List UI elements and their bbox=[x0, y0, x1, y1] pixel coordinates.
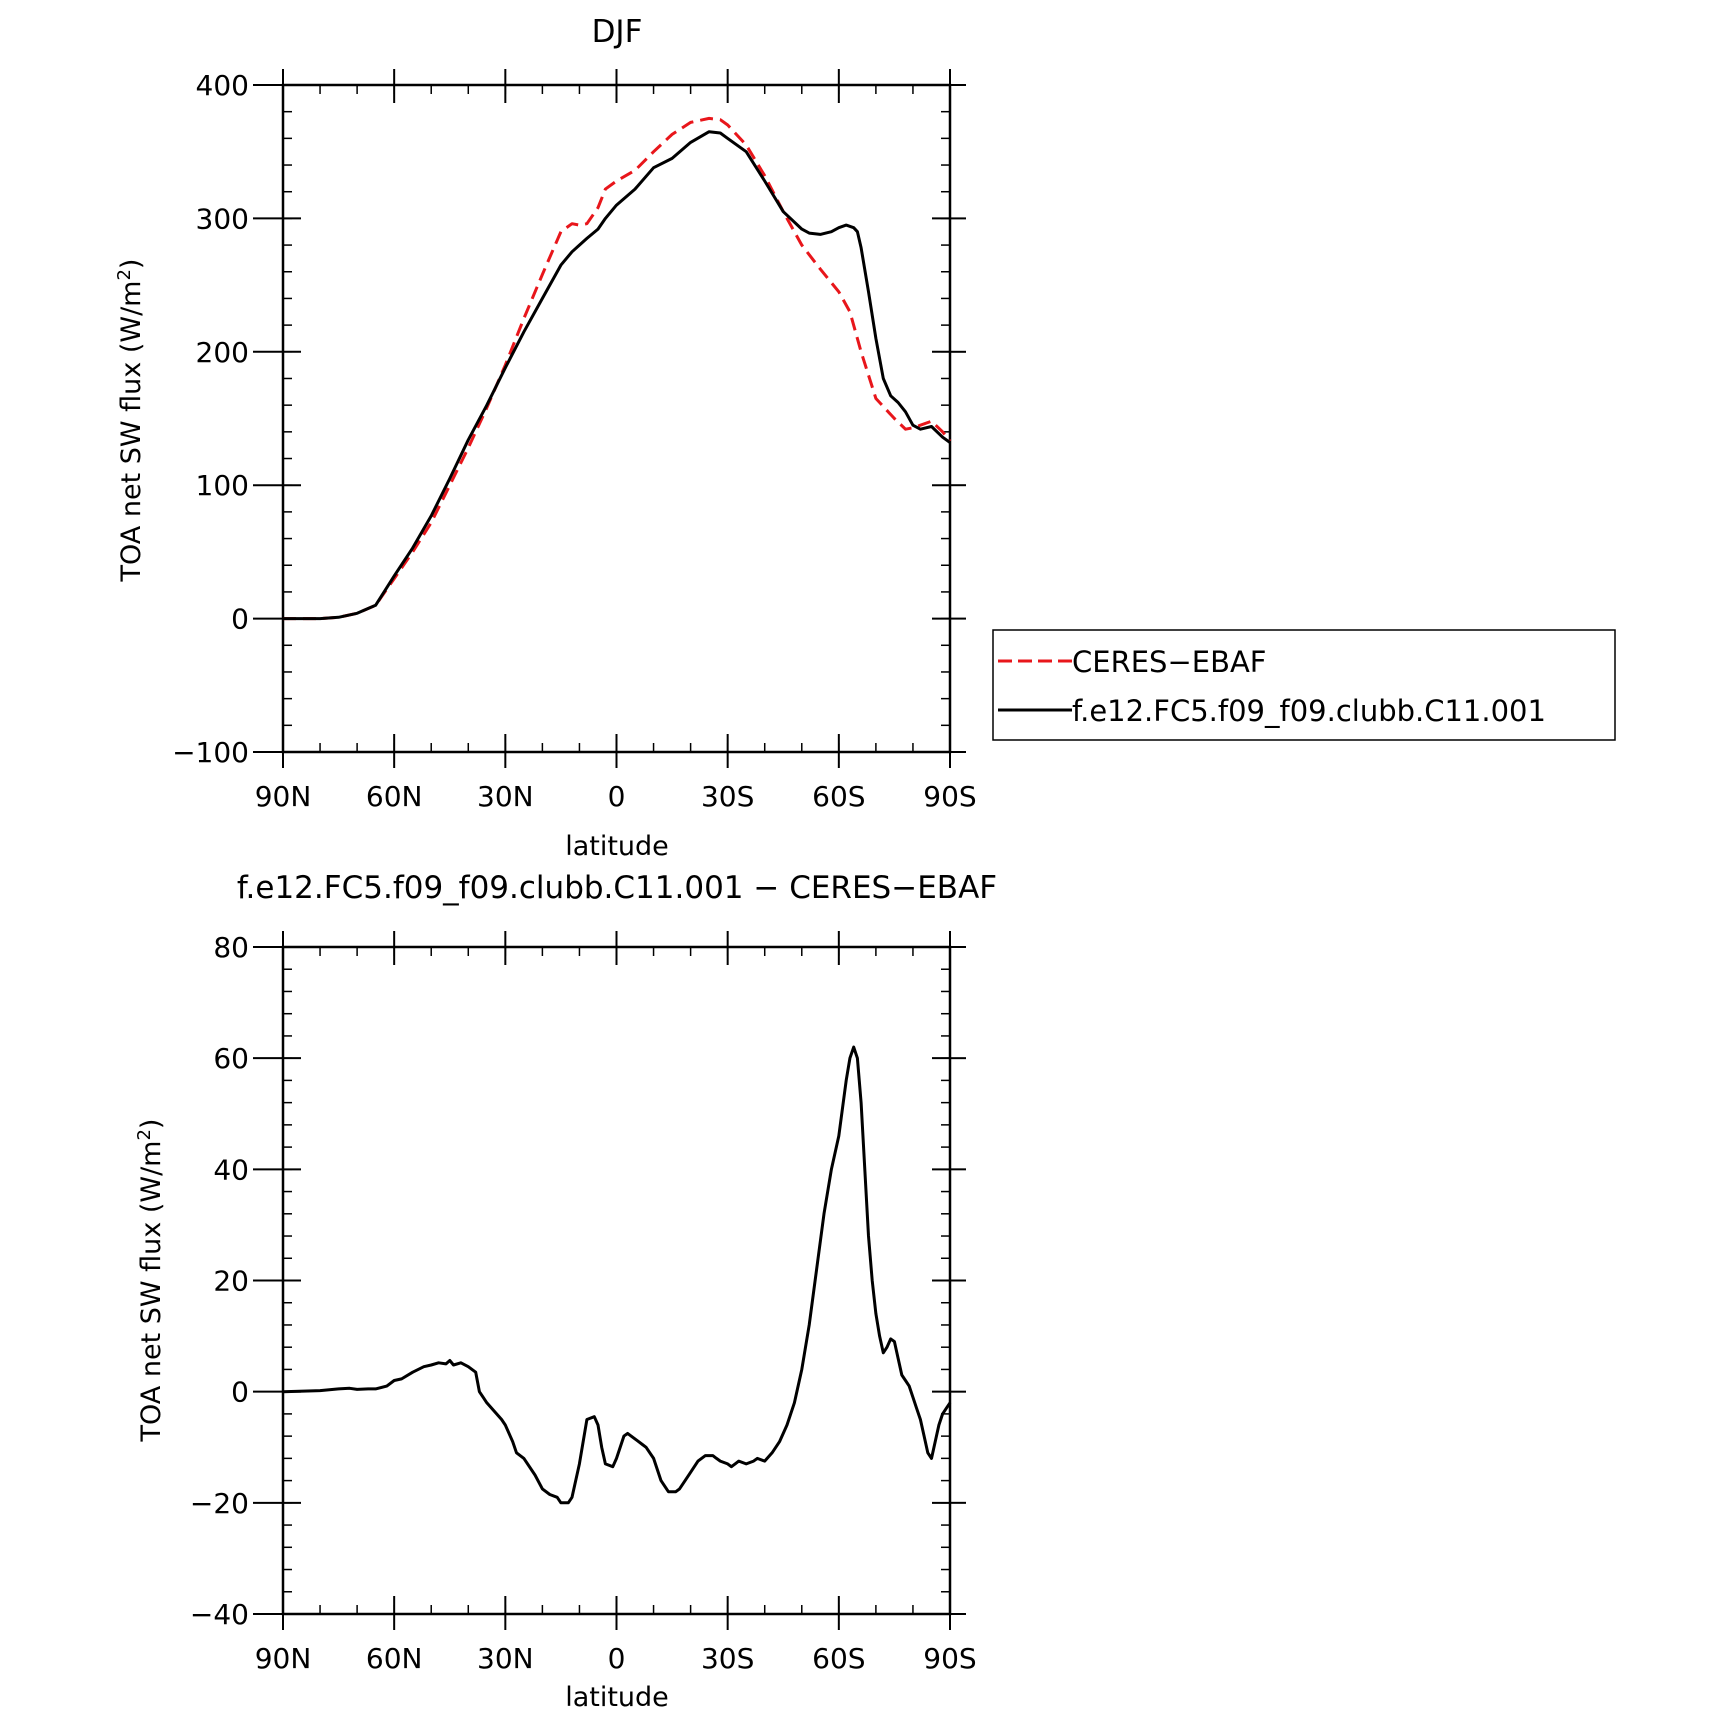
top-y-tick-label: 0 bbox=[231, 603, 249, 636]
top-plot-frame bbox=[281, 83, 952, 754]
top-y-tick-label: 200 bbox=[196, 336, 249, 369]
bottom-x-tick-label: 90N bbox=[255, 1642, 312, 1675]
top-y-label-text: TOA net SW flux (W/m bbox=[116, 281, 147, 583]
bottom-x-tick-label: 90S bbox=[923, 1642, 976, 1675]
bottom-y-tick-label: 60 bbox=[213, 1042, 249, 1075]
bottom-panel: f.e12.FC5.f09_f09.clubb.C11.001 − CERES−… bbox=[134, 870, 997, 1712]
top-x-axis-label: latitude bbox=[565, 831, 669, 862]
top-x-tick-label: 60N bbox=[366, 780, 423, 813]
top-series-line-model bbox=[283, 130, 951, 621]
legend-box bbox=[992, 629, 1616, 741]
top-panel: DJF 90N 60N 30N 0 30S 60S 90S 400 300 200 100 0 −100… bbox=[114, 14, 977, 862]
bottom-y-tick-label: 20 bbox=[213, 1265, 249, 1298]
top-plot-area: 90N 60N 30N 0 30S 60S 90S 400 300 200 100 0 −100 bbox=[172, 69, 977, 813]
top-x-tick-label: 90S bbox=[923, 780, 976, 813]
bottom-x-tick-label: 60N bbox=[366, 1642, 423, 1675]
bottom-y-tick-label: 40 bbox=[213, 1153, 249, 1186]
bottom-x-axis-label: latitude bbox=[565, 1682, 669, 1712]
top-x-tick-label: 60S bbox=[812, 780, 865, 813]
bottom-y-tick-label: 0 bbox=[231, 1376, 249, 1409]
bottom-x-tick-label: 60S bbox=[812, 1642, 865, 1675]
top-y-label-sup: 2 bbox=[114, 269, 135, 280]
bottom-y-tick-label: 80 bbox=[213, 931, 249, 964]
top-x-tick-label: 30S bbox=[701, 780, 754, 813]
top-x-tick-label: 90N bbox=[255, 780, 312, 813]
legend: CERES−EBAF f.e12.FC5.f09_f09.clubb.C11.0… bbox=[992, 629, 1616, 741]
bottom-plot-area: 90N 60N 30N 0 30S 60S 90S 80 60 40 20 0 −20 −40 bbox=[190, 931, 977, 1675]
bottom-x-tick-label: 0 bbox=[608, 1642, 626, 1675]
bottom-y-tick-label: −20 bbox=[190, 1487, 249, 1520]
top-x-tick-label: 30N bbox=[477, 780, 534, 813]
top-series-line-ceres-ebaf bbox=[283, 116, 952, 621]
top-y-axis-label: TOA net SW flux (W/m2) bbox=[114, 259, 147, 583]
bottom-y-label-sup: 2 bbox=[134, 1129, 155, 1140]
bottom-y-label-text: TOA net SW flux (W/m bbox=[136, 1141, 167, 1443]
bottom-chart-title: f.e12.FC5.f09_f09.clubb.C11.001 − CERES−… bbox=[237, 870, 997, 906]
top-y-tick-label: 400 bbox=[196, 69, 249, 102]
top-y-label-close: ) bbox=[116, 259, 147, 270]
bottom-y-axis-label: TOA net SW flux (W/m2) bbox=[134, 1119, 167, 1443]
bottom-series-line-difference bbox=[282, 1045, 952, 1505]
top-y-tick-label: 100 bbox=[196, 469, 249, 502]
top-y-tick-label: 300 bbox=[196, 202, 249, 235]
bottom-x-tick-label: 30N bbox=[477, 1642, 534, 1675]
bottom-y-label-close: ) bbox=[136, 1119, 167, 1130]
bottom-y-tick-label: −40 bbox=[190, 1598, 249, 1631]
top-x-tick-label: 0 bbox=[608, 780, 626, 813]
legend-label-model: f.e12.FC5.f09_f09.clubb.C11.001 bbox=[1072, 694, 1546, 728]
top-y-tick-label: −100 bbox=[172, 736, 249, 769]
bottom-plot-frame bbox=[281, 945, 952, 1616]
bottom-x-tick-label: 30S bbox=[701, 1642, 754, 1675]
legend-label-obs: CERES−EBAF bbox=[1072, 645, 1267, 679]
top-chart-title: DJF bbox=[592, 14, 643, 50]
